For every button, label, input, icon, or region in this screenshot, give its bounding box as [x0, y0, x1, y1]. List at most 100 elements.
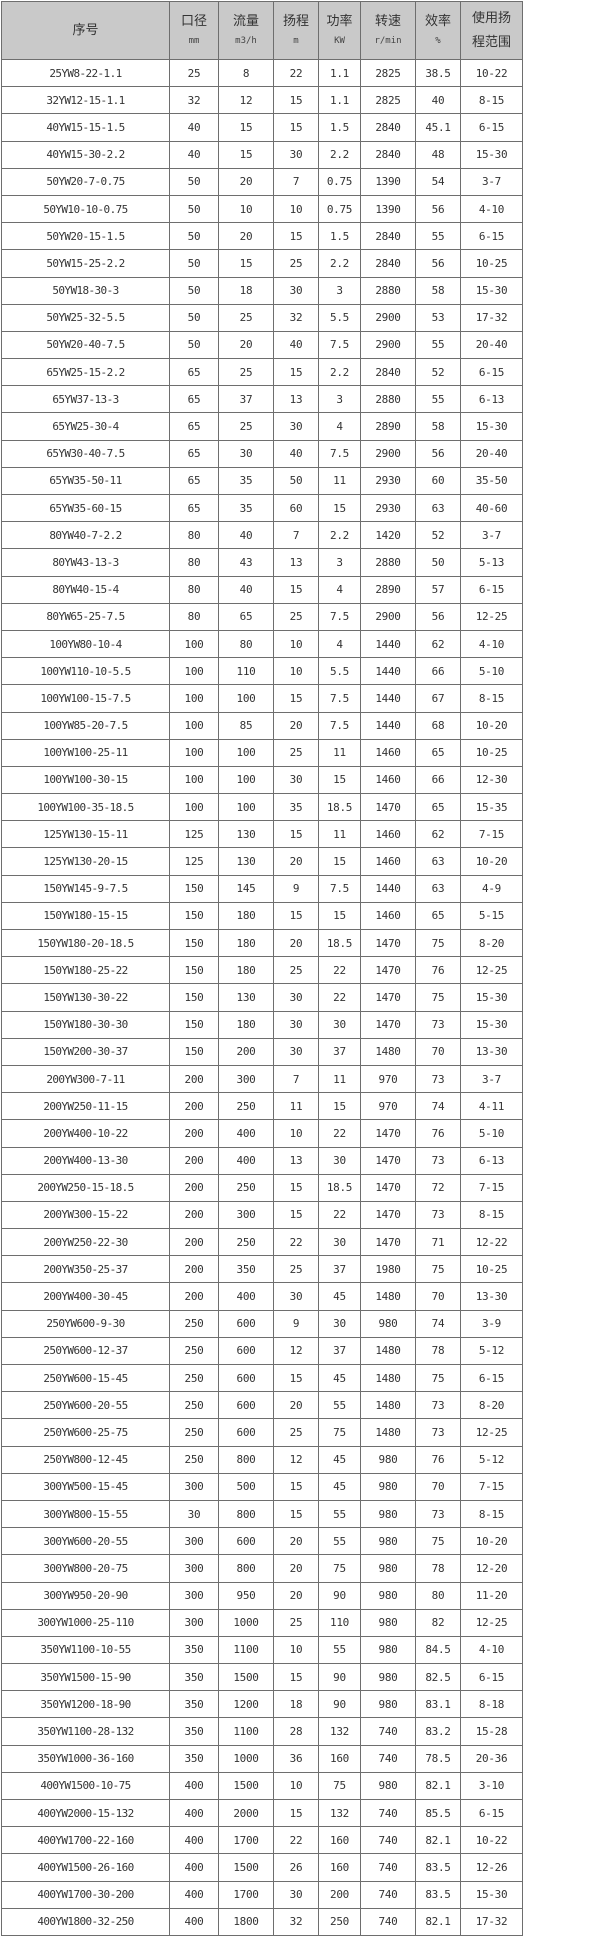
cell-speed: 1480	[360, 1282, 416, 1311]
table-row: 150YW200-30-37 150 200 30 37 1480 70 13-30	[1, 1037, 523, 1066]
cell-head-range: 3-7	[460, 1064, 523, 1094]
cell-diameter: 350	[169, 1717, 219, 1746]
header-text: 功率	[326, 13, 353, 29]
cell-power: 75	[318, 1418, 361, 1447]
cell-efficiency: 82	[415, 1608, 461, 1637]
cell-diameter: 150	[169, 1037, 219, 1066]
cell-diameter: 200	[169, 1173, 219, 1202]
cell-diameter: 80	[169, 521, 219, 550]
cell-diameter: 400	[169, 1853, 219, 1882]
cell-flow: 400	[218, 1282, 274, 1311]
cell-power: 55	[318, 1391, 361, 1420]
cell-speed: 1470	[360, 1010, 416, 1039]
cell-model: 300YW950-20-90	[1, 1581, 170, 1610]
table-row: 50YW20-15-1.5 50 20 15 1.5 2840 55 6-15	[1, 222, 523, 251]
table-row: 300YW800-15-55 30 800 15 55 980 73 8-15	[1, 1499, 523, 1529]
cell-model: 400YW2000-15-132	[1, 1798, 170, 1828]
cell-model: 250YW800-12-45	[1, 1445, 170, 1474]
cell-efficiency: 83.5	[415, 1880, 461, 1909]
cell-diameter: 65	[169, 493, 219, 523]
cell-power: 5.5	[318, 303, 361, 332]
cell-head-range: 8-15	[460, 684, 523, 713]
header-text: m	[293, 35, 299, 46]
cell-power: 37	[318, 1255, 361, 1284]
cell-diameter: 300	[169, 1554, 219, 1583]
cell-head: 11	[273, 1092, 319, 1121]
cell-flow: 12	[218, 86, 274, 115]
cell-head: 30	[273, 1282, 319, 1311]
cell-flow: 145	[218, 874, 274, 903]
header-text: 流量	[232, 13, 259, 29]
cell-power: 22	[318, 983, 361, 1012]
table-row: 50YW25-32-5.5 50 25 32 5.5 2900 53 17-32	[1, 303, 523, 332]
cell-power: 0.75	[318, 167, 361, 196]
cell-flow: 80	[218, 629, 274, 659]
cell-model: 400YW1500-26-160	[1, 1853, 170, 1882]
cell-speed: 2900	[360, 303, 416, 332]
cell-efficiency: 85.5	[415, 1798, 461, 1828]
cell-head: 20	[273, 1581, 319, 1610]
cell-flow: 1800	[218, 1907, 274, 1936]
cell-flow: 8	[218, 58, 274, 88]
cell-head-range: 6-15	[460, 575, 523, 604]
cell-flow: 250	[218, 1173, 274, 1202]
cell-flow: 800	[218, 1445, 274, 1474]
cell-model: 200YW400-30-45	[1, 1282, 170, 1311]
table-row: 300YW1000-25-110 300 1000 25 110 980 82 12-25	[1, 1608, 523, 1637]
cell-head: 36	[273, 1744, 319, 1773]
header-efficiency: 效率%	[415, 1, 461, 60]
cell-head-range: 12-25	[460, 956, 523, 985]
cell-model: 400YW1500-10-75	[1, 1771, 170, 1801]
cell-head: 9	[273, 874, 319, 903]
cell-flow: 600	[218, 1418, 274, 1447]
cell-head-range: 4-10	[460, 194, 523, 224]
cell-efficiency: 62	[415, 820, 461, 849]
cell-diameter: 250	[169, 1309, 219, 1338]
table-row: 25YW8-22-1.1 25 8 22 1.1 2825 38.5 10-22	[1, 58, 523, 88]
cell-power: 30	[318, 1146, 361, 1175]
cell-speed: 980	[360, 1445, 416, 1474]
cell-efficiency: 48	[415, 140, 461, 169]
cell-flow: 25	[218, 412, 274, 441]
cell-head: 15	[273, 820, 319, 849]
cell-model: 200YW400-13-30	[1, 1146, 170, 1175]
cell-head: 15	[273, 1363, 319, 1393]
table-row: 150YW180-25-22 150 180 25 22 1470 76 12-25	[1, 956, 523, 985]
cell-flow: 2000	[218, 1798, 274, 1828]
cell-head: 30	[273, 412, 319, 441]
cell-efficiency: 83.1	[415, 1690, 461, 1719]
cell-diameter: 200	[169, 1119, 219, 1148]
cell-flow: 600	[218, 1391, 274, 1420]
table-row: 250YW600-25-75 250 600 25 75 1480 73 12-25	[1, 1418, 523, 1447]
header-model: 序号	[1, 1, 170, 60]
cell-head-range: 3-7	[460, 521, 523, 550]
table-row: 80YW43-13-3 80 43 13 3 2880 50 5-13	[1, 548, 523, 577]
cell-diameter: 30	[169, 1499, 219, 1529]
cell-efficiency: 73	[415, 1391, 461, 1420]
cell-power: 11	[318, 820, 361, 849]
cell-head-range: 8-18	[460, 1690, 523, 1719]
cell-efficiency: 57	[415, 575, 461, 604]
cell-diameter: 100	[169, 765, 219, 795]
cell-diameter: 65	[169, 466, 219, 496]
cell-head-range: 4-9	[460, 874, 523, 903]
table-row: 300YW500-15-45 300 500 15 45 980 70 7-15	[1, 1472, 523, 1501]
table-row: 125YW130-15-11 125 130 15 11 1460 62 7-15	[1, 820, 523, 849]
cell-speed: 1460	[360, 738, 416, 767]
table-row: 400YW1700-30-200 400 1700 30 200 740 83.5 15-30	[1, 1880, 523, 1909]
cell-efficiency: 55	[415, 222, 461, 251]
cell-head: 18	[273, 1690, 319, 1719]
cell-speed: 980	[360, 1527, 416, 1556]
cell-efficiency: 55	[415, 330, 461, 360]
cell-efficiency: 76	[415, 956, 461, 985]
cell-power: 4	[318, 575, 361, 604]
cell-head-range: 10-25	[460, 1255, 523, 1284]
cell-power: 3	[318, 276, 361, 305]
cell-model: 80YW40-7-2.2	[1, 521, 170, 550]
cell-head-range: 15-30	[460, 1010, 523, 1039]
table-row: 100YW100-25-11 100 100 25 11 1460 65 10-25	[1, 738, 523, 767]
cell-speed: 980	[360, 1690, 416, 1719]
cell-model: 150YW180-30-30	[1, 1010, 170, 1039]
cell-efficiency: 75	[415, 1255, 461, 1284]
cell-head: 15	[273, 575, 319, 604]
